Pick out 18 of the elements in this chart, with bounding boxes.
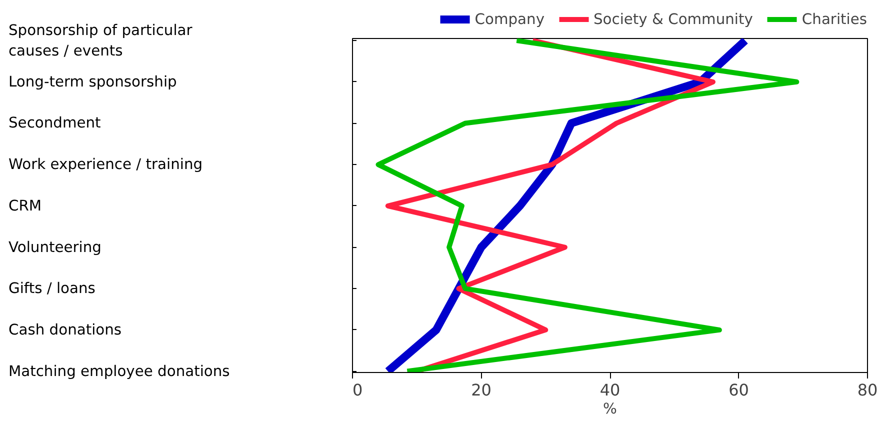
x-tick-label: 40: [600, 380, 620, 400]
y-tick-label: Secondment: [8, 114, 102, 132]
legend-label: Company: [474, 10, 544, 28]
x-tick-label: 0: [352, 380, 363, 400]
x-tick-label: 60: [728, 380, 749, 400]
y-tick-label: CRM: [8, 197, 42, 214]
y-tick-label: Matching employee donations: [8, 362, 230, 380]
y-tick-label: Volunteering: [8, 238, 102, 256]
x-tick-label: 20: [471, 380, 492, 400]
y-tick-label: Gifts / loans: [8, 280, 96, 298]
y-tick-label: Cash donations: [8, 321, 122, 338]
y-tick-label: Long-term sponsorship: [8, 73, 177, 90]
x-axis-title: %: [603, 400, 618, 418]
y-tick-label: Work experience / training: [8, 156, 203, 174]
legend-label: Society & Community: [594, 10, 753, 28]
y-tick-label: Sponsorship of particular causes / events: [8, 22, 194, 60]
legend-label: Charities: [802, 10, 867, 28]
x-tick-label: 80: [857, 380, 878, 400]
